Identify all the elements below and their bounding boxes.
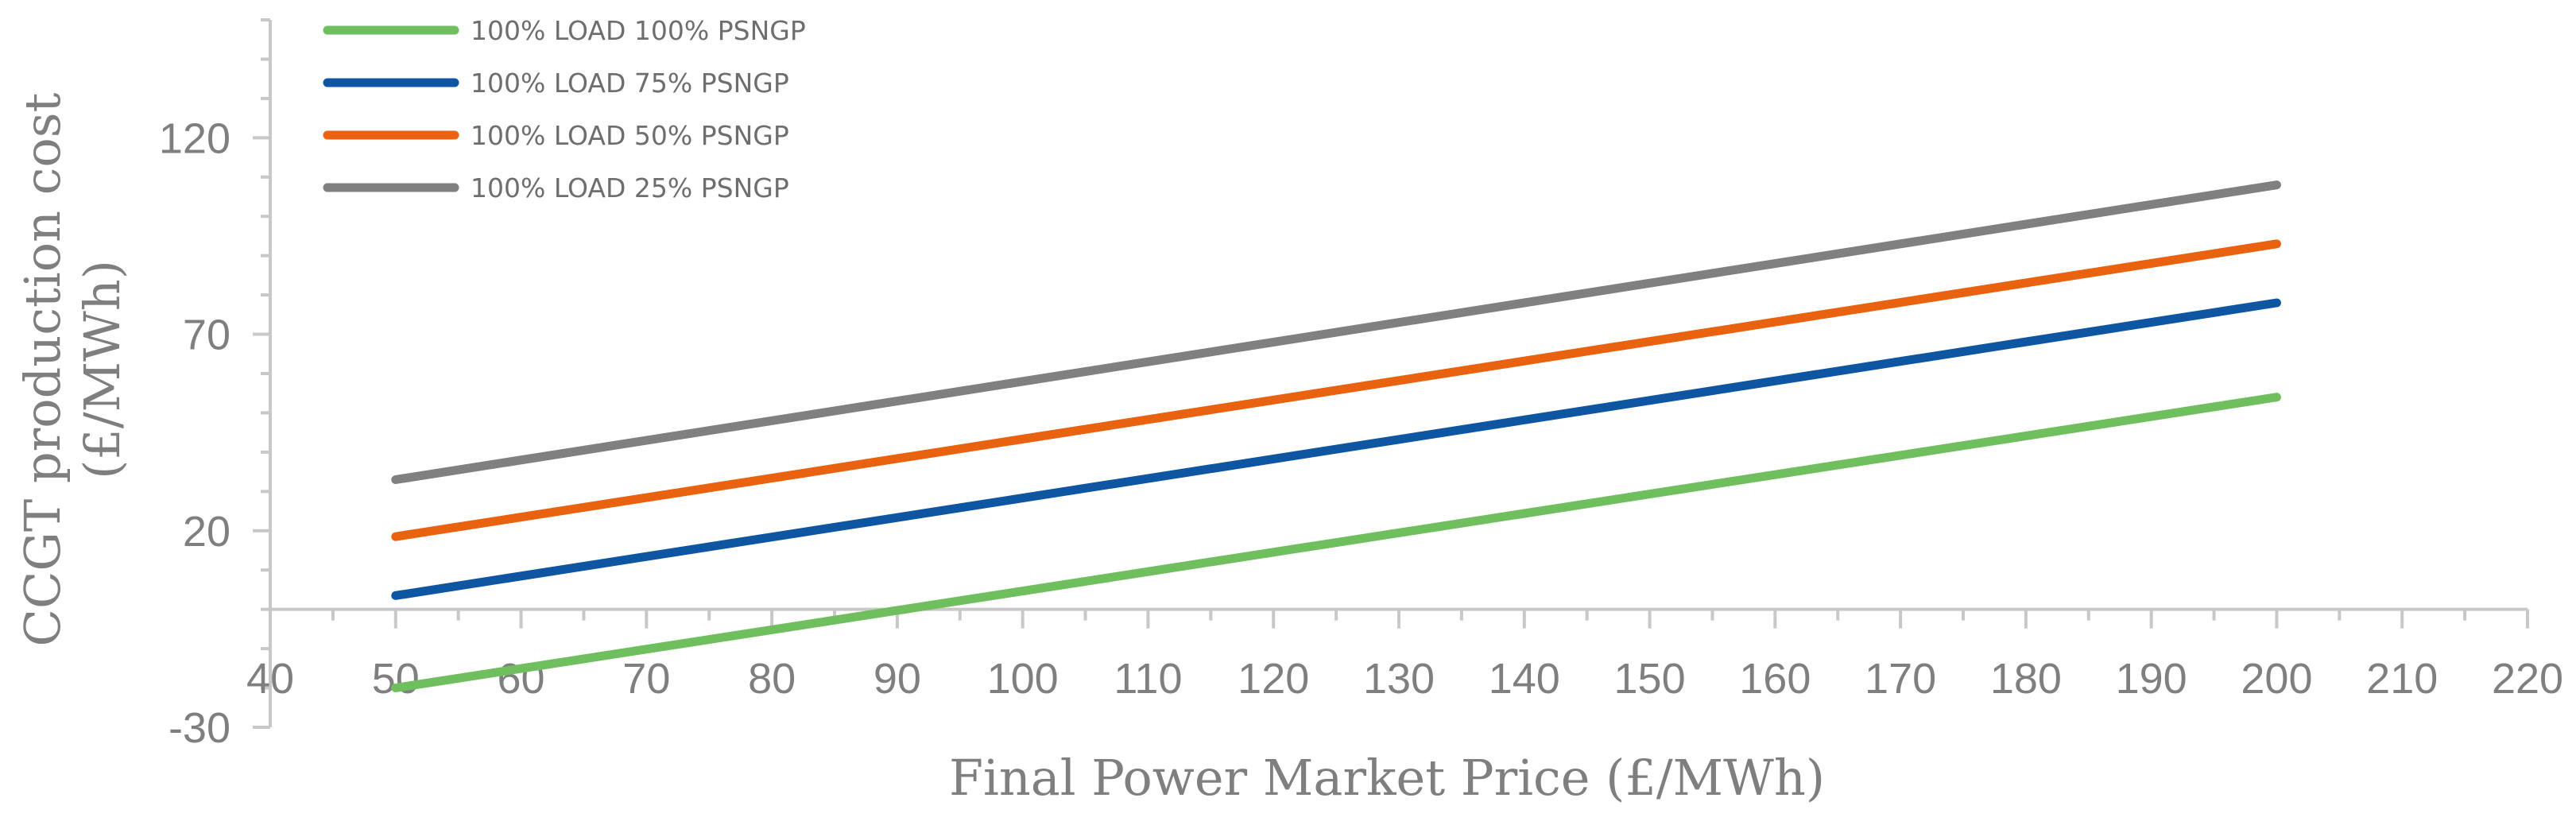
- x-tick-label: 120: [1238, 655, 1309, 703]
- y-tick-label: 120: [159, 114, 230, 162]
- x-tick-label: 130: [1363, 655, 1435, 703]
- legend-label-4: 100% LOAD 25% PSNGP: [471, 172, 789, 203]
- legend-label-2: 100% LOAD 75% PSNGP: [471, 68, 789, 99]
- x-tick-label: 140: [1489, 655, 1560, 703]
- legend-label-1: 100% LOAD 100% PSNGP: [471, 15, 806, 46]
- series-line-2: [391, 298, 2281, 600]
- x-tick-label: 220: [2492, 655, 2563, 703]
- x-tick-label: 90: [874, 655, 921, 703]
- x-tick-label: 70: [622, 655, 670, 703]
- x-tick-label: 210: [2366, 655, 2438, 703]
- y-axis-title-line2: (£/MWh): [73, 260, 131, 479]
- x-tick-label: 170: [1865, 655, 1936, 703]
- series-line-4: [391, 180, 2281, 484]
- x-tick-label: 110: [1114, 655, 1182, 703]
- legend-label-3: 100% LOAD 50% PSNGP: [471, 120, 789, 151]
- x-tick-label: 150: [1614, 655, 1686, 703]
- series-line-1: [391, 393, 2281, 693]
- x-tick-label: 100: [987, 655, 1059, 703]
- series-line-3: [391, 239, 2281, 541]
- x-tick-label: 50: [372, 655, 420, 703]
- x-tick-label: 180: [1990, 655, 2062, 703]
- x-tick-label: 200: [2241, 655, 2312, 703]
- x-axis-title: Final Power Market Price (£/MWh): [949, 749, 1825, 807]
- x-tick-label: 160: [1739, 655, 1811, 703]
- y-tick-label: 20: [183, 508, 230, 556]
- y-axis-title-line1: CCGT production cost: [14, 92, 72, 646]
- y-tick-label: 70: [183, 312, 230, 359]
- x-tick-label: 80: [748, 655, 796, 703]
- x-tick-label: 40: [246, 655, 294, 703]
- x-tick-label: 190: [2116, 655, 2187, 703]
- y-tick-label: -30: [169, 704, 230, 752]
